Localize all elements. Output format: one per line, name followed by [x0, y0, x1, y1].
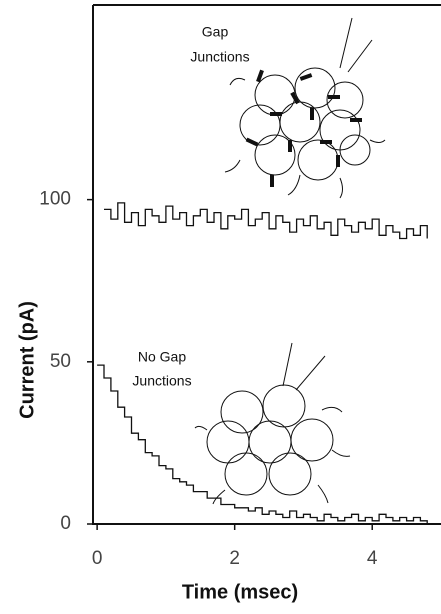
annotation: Gap: [202, 24, 229, 40]
y-tick-label: 100: [39, 189, 71, 210]
y-axis-title: Current (pA): [16, 301, 38, 419]
annotation: Junctions: [132, 373, 191, 389]
y-tick-label: 50: [50, 351, 71, 372]
annotation: No Gap: [138, 349, 186, 365]
trace: [97, 364, 428, 524]
annotation: Junctions: [190, 49, 249, 65]
y-tick-label: 0: [60, 513, 71, 534]
x-tick-label: 0: [92, 548, 103, 569]
no-gap-junction-diagram: [194, 342, 351, 505]
x-tick-label: 4: [367, 548, 378, 569]
gap-junction-diagram: [224, 17, 386, 199]
x-tick-label: 2: [229, 548, 240, 569]
x-axis-title: Time (msec): [182, 581, 298, 603]
trace: [104, 202, 428, 240]
